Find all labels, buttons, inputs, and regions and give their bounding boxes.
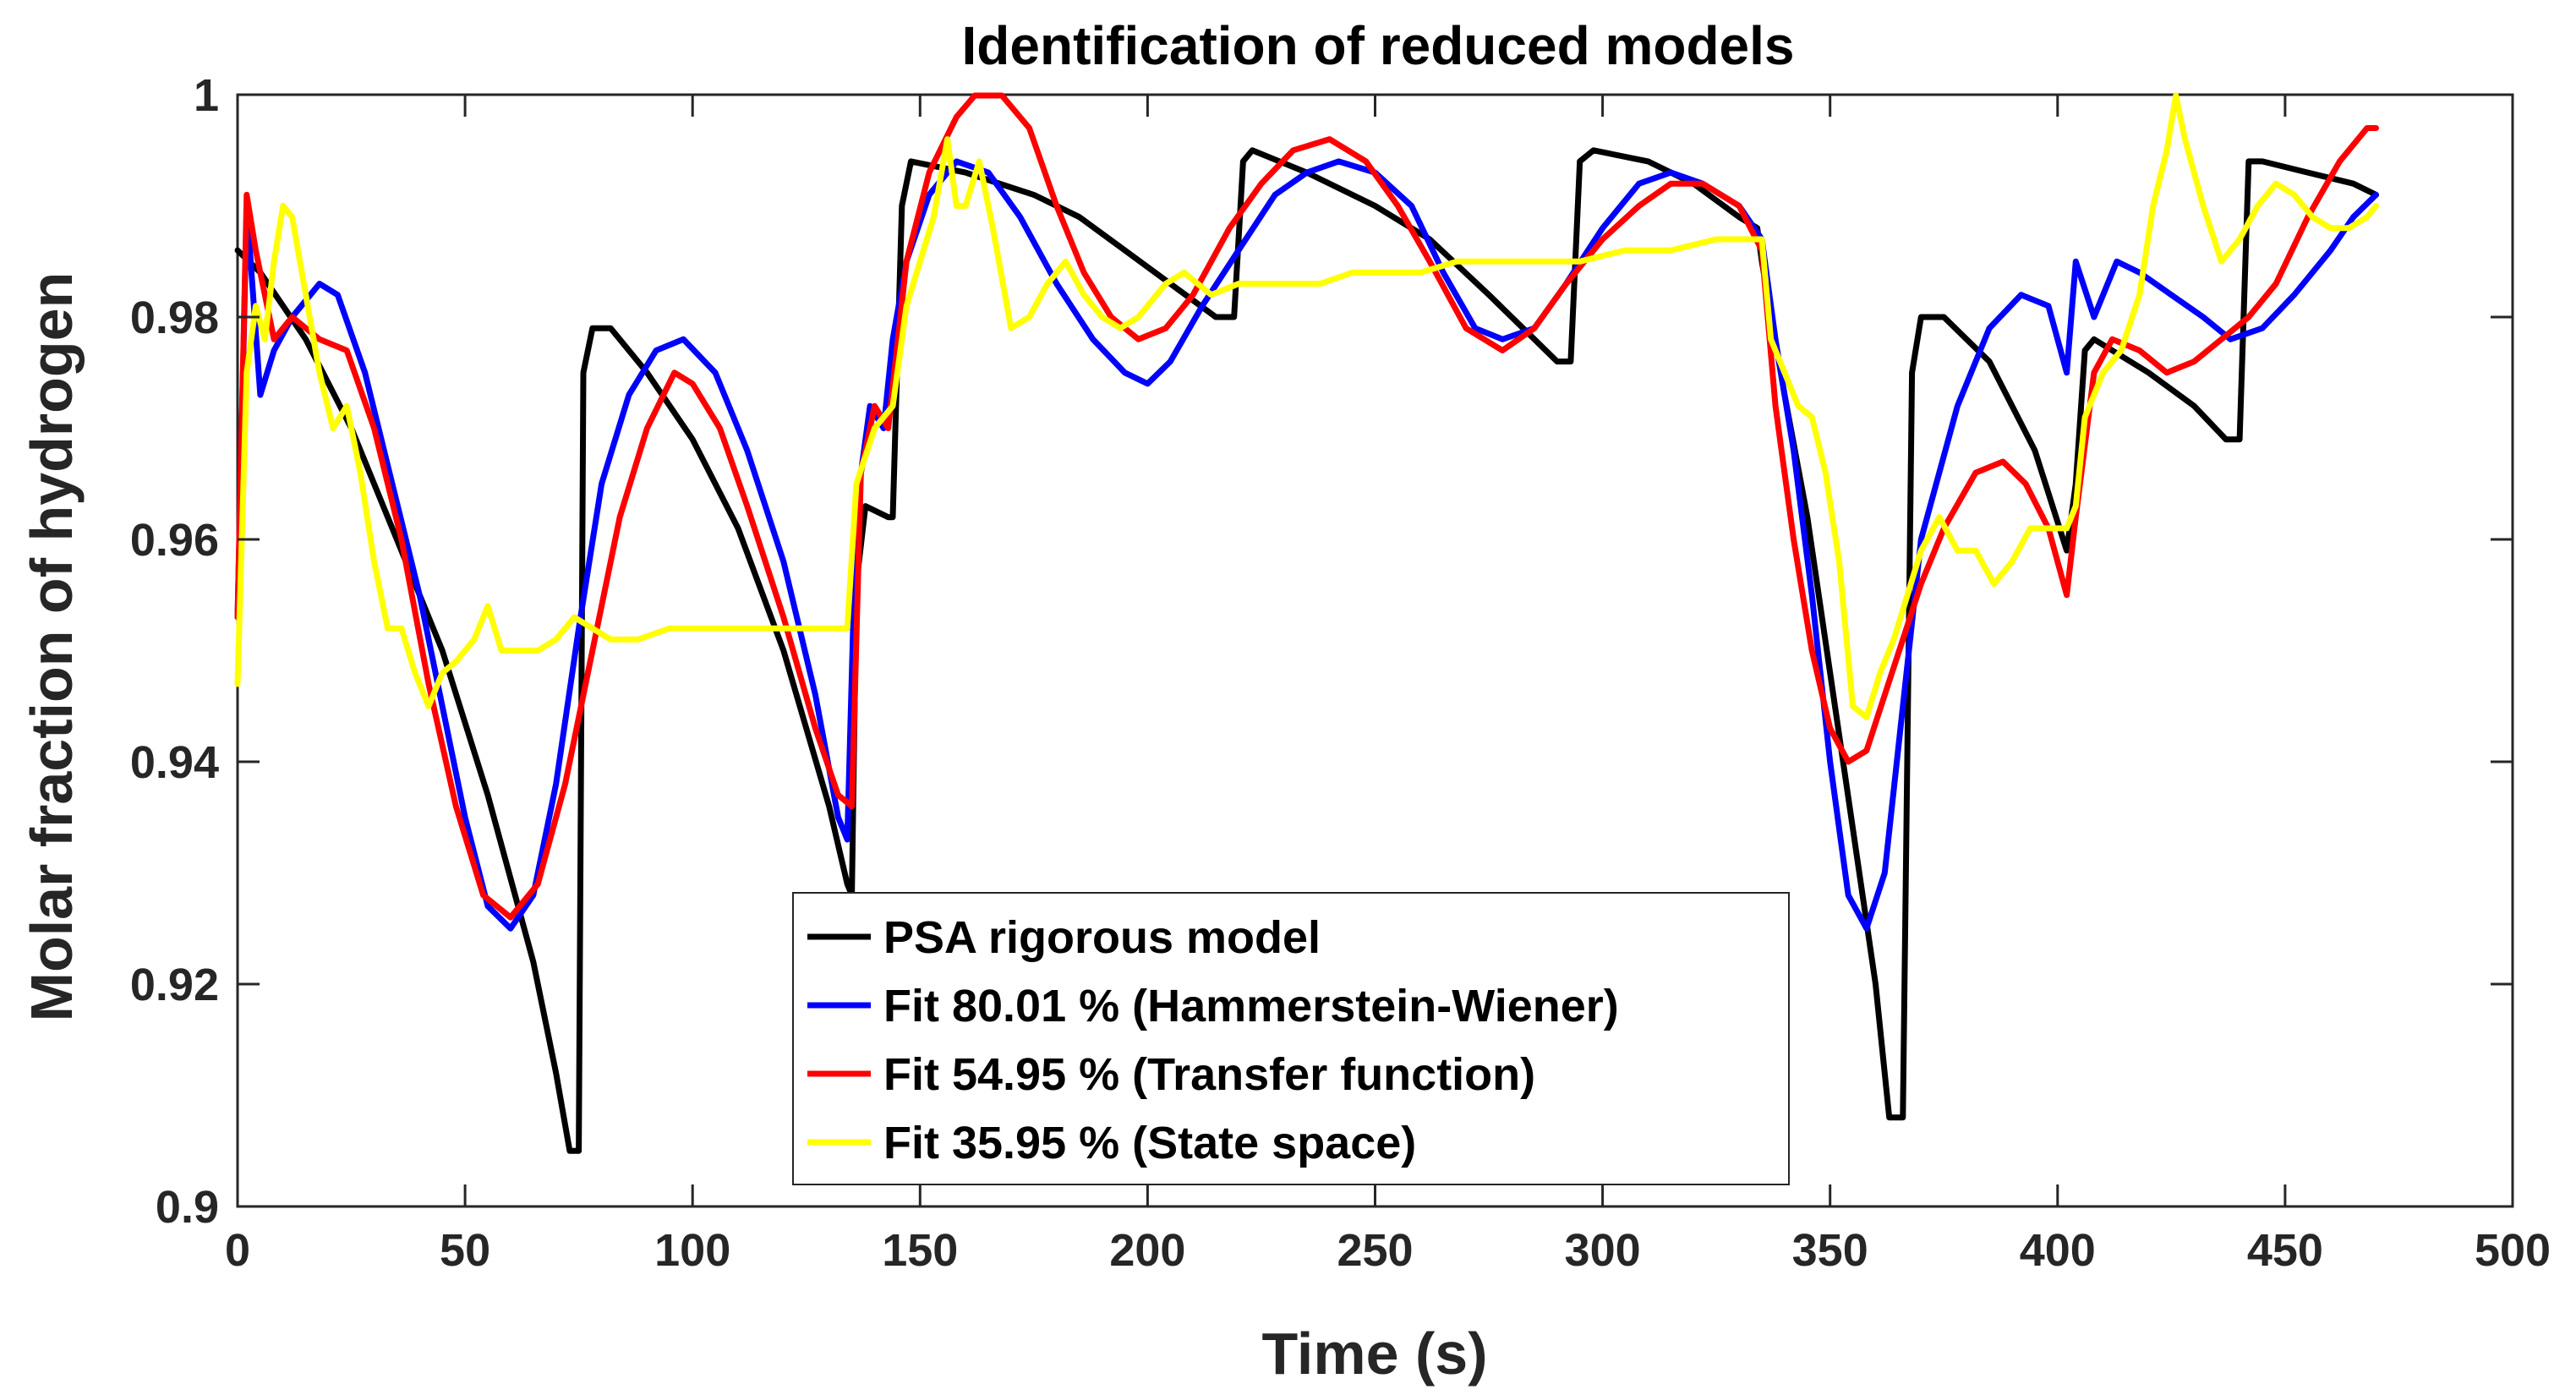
- x-tick-label: 100: [654, 1225, 730, 1276]
- y-tick-label: 0.96: [130, 515, 219, 566]
- legend-label-1: PSA rigorous model: [883, 912, 1321, 963]
- x-tick-label: 0: [225, 1225, 250, 1276]
- legend-label-3: Fit 54.95 % (Transfer function): [883, 1049, 1535, 1100]
- series-layer: [234, 92, 2379, 1154]
- y-tick-label: 0.92: [130, 960, 219, 1010]
- chart-title: Identification of reduced models: [962, 15, 1795, 76]
- x-axis-label: Time (s): [1261, 1321, 1487, 1387]
- x-tick-label: 500: [2475, 1225, 2551, 1276]
- y-tick-label: 1: [194, 70, 219, 121]
- y-tick-label: 0.9: [156, 1182, 219, 1233]
- x-tick-label: 450: [2247, 1225, 2323, 1276]
- series-line-2: [234, 158, 2379, 932]
- series-line-1: [234, 147, 2379, 1154]
- x-tick-label: 400: [2020, 1225, 2096, 1276]
- x-tick-label: 300: [1565, 1225, 1641, 1276]
- x-tick-label: 350: [1792, 1225, 1868, 1276]
- x-tick-label: 50: [440, 1225, 490, 1276]
- x-tick-label: 150: [882, 1225, 958, 1276]
- legend: PSA rigorous model Fit 80.01 % (Hammerste…: [792, 892, 1790, 1185]
- y-tick-label: 0.98: [130, 293, 219, 343]
- x-tick-label: 200: [1109, 1225, 1185, 1276]
- y-axis-label: Molar fraction of hydrogen: [19, 272, 85, 1022]
- x-tick-label: 250: [1337, 1225, 1413, 1276]
- y-tick-label: 0.94: [130, 737, 219, 788]
- tick-layer: 0 50 100 150 200 250 300 350 400 450 500 0.9 0.92 0.9…: [130, 70, 2551, 1276]
- series-line-3: [234, 92, 2379, 921]
- legend-label-2: Fit 80.01 % (Hammerstein-Wiener): [883, 981, 1619, 1031]
- legend-label-4: Fit 35.95 % (State space): [883, 1118, 1416, 1168]
- legend-box: [792, 892, 1790, 1185]
- series-line-4: [234, 92, 2379, 720]
